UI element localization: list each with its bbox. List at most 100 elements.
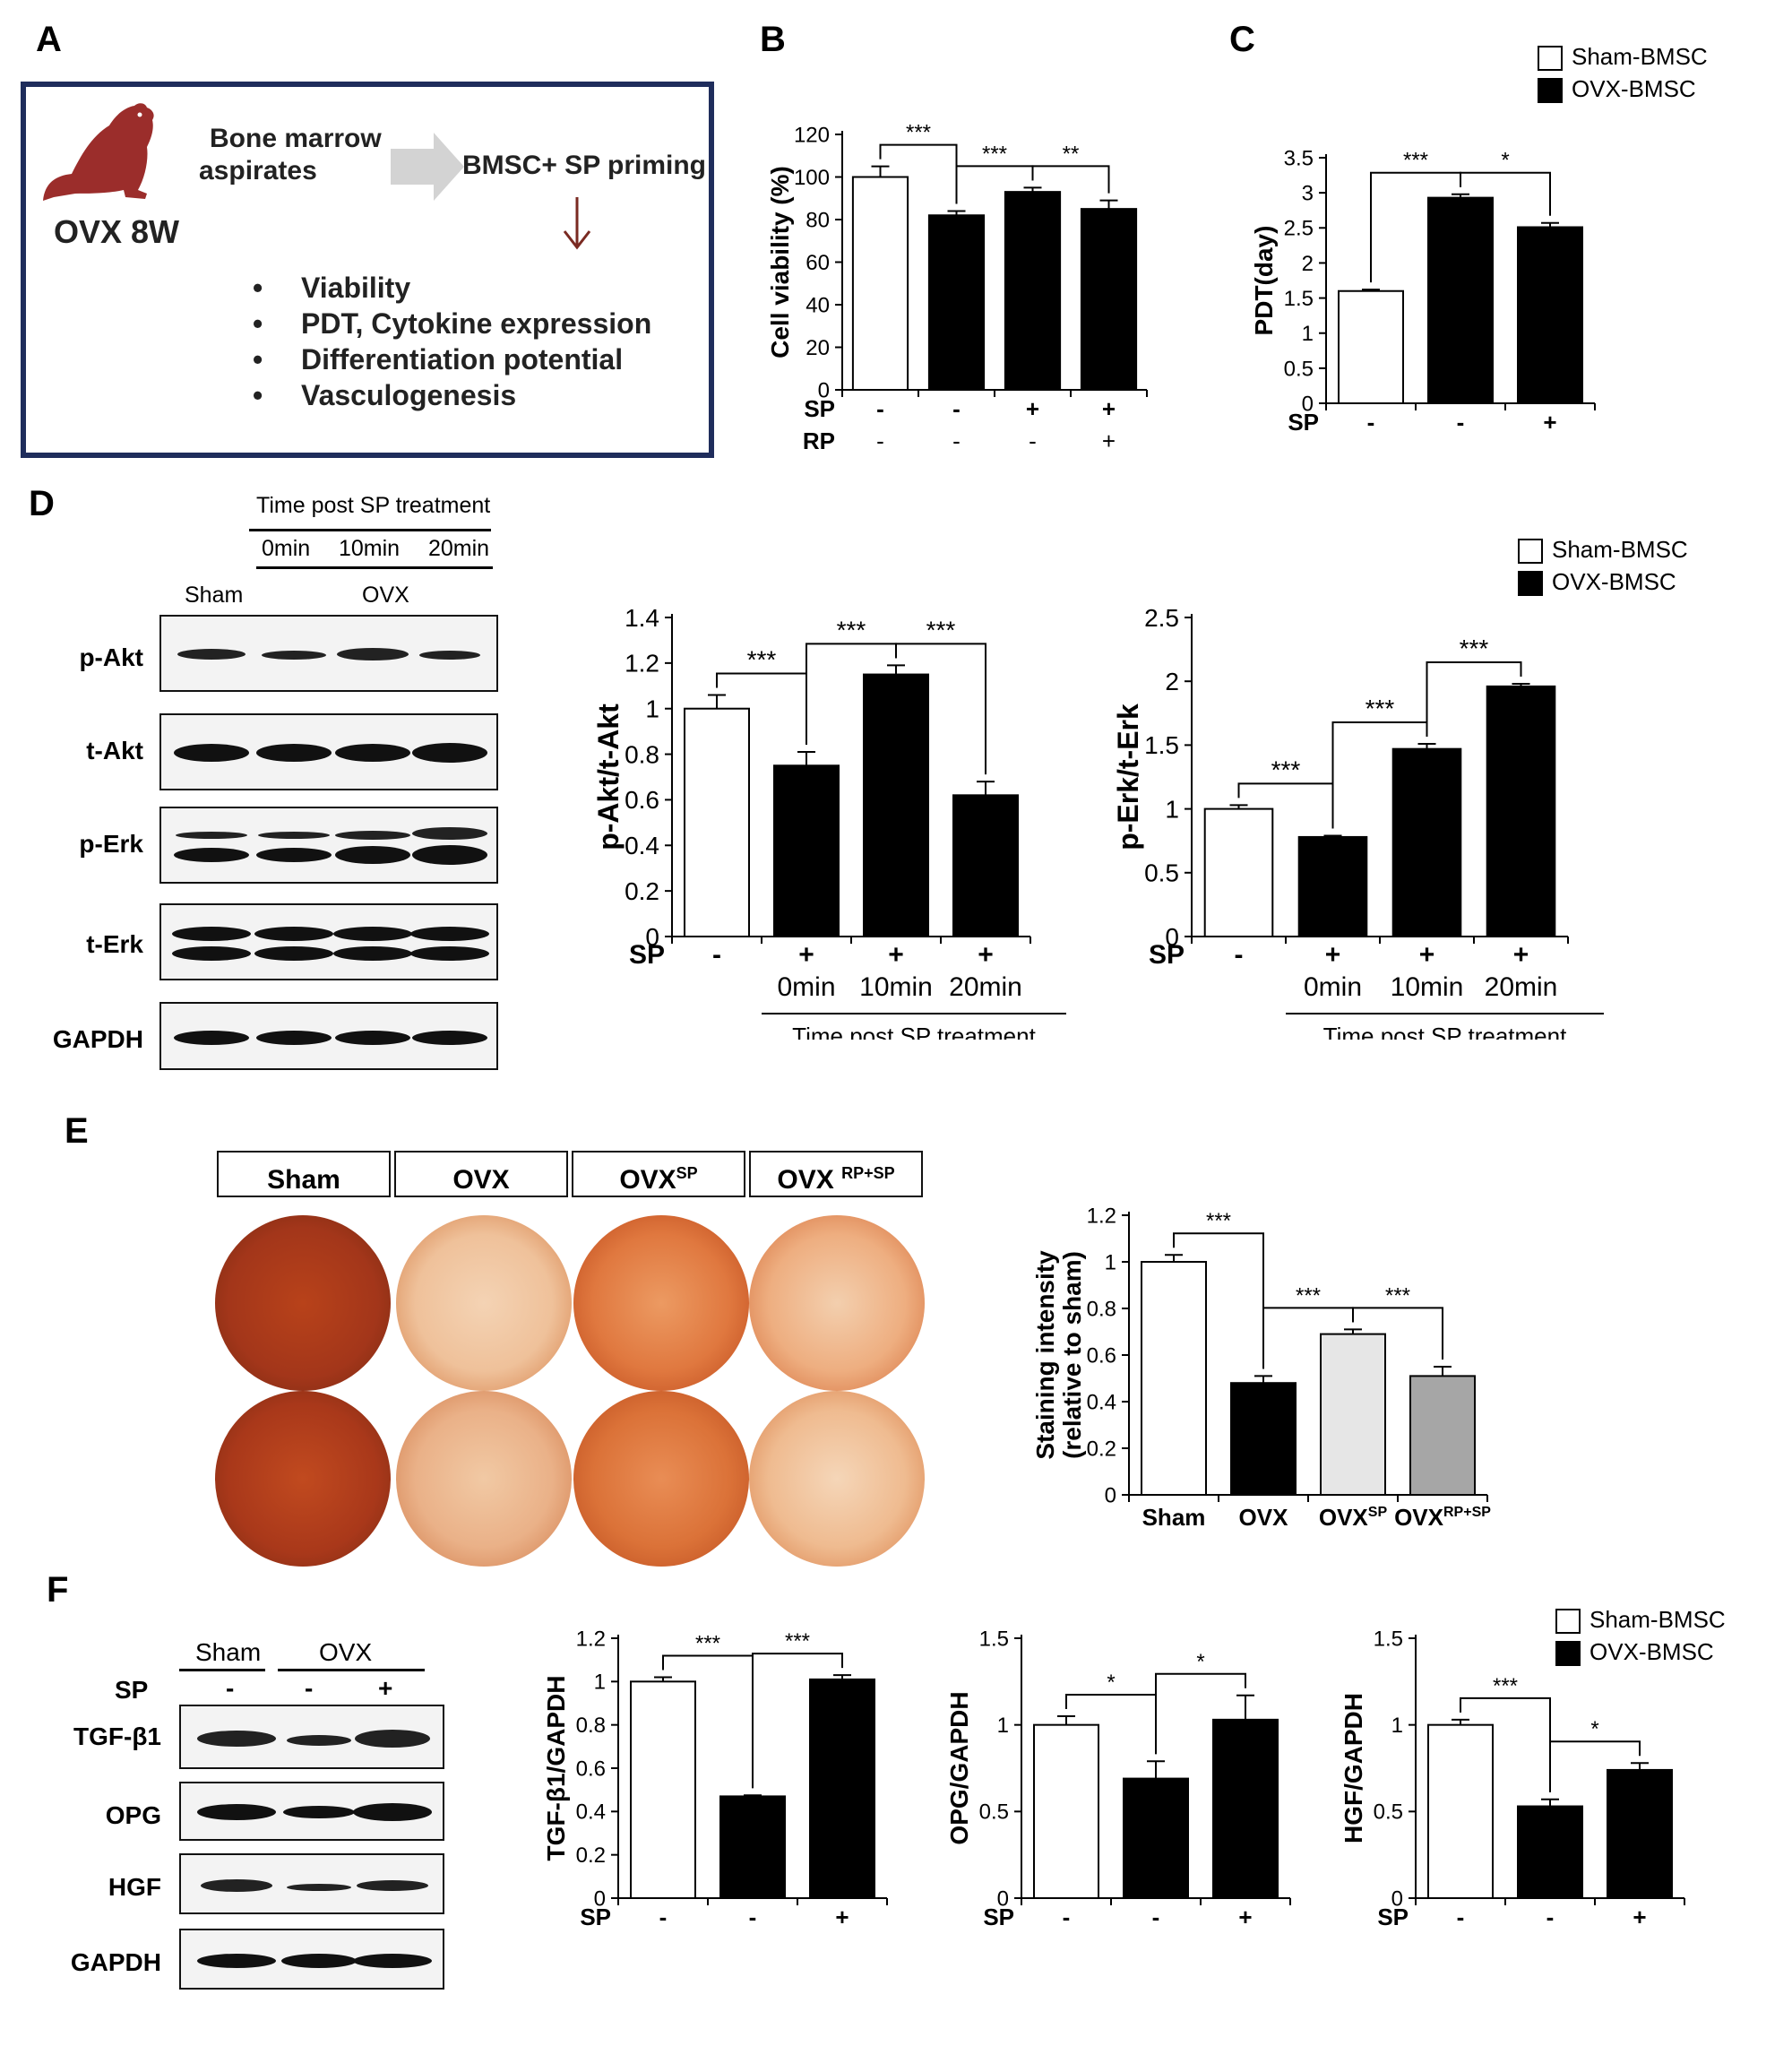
row-value: - xyxy=(749,1904,757,1930)
significance-bracket xyxy=(1549,1740,1641,1792)
y-axis-label: OPG/GAPDH xyxy=(945,1691,973,1844)
blot-time-line xyxy=(249,529,491,531)
y-tick-label: 0 xyxy=(1391,1886,1403,1911)
y-tick-label: 0.6 xyxy=(576,1757,606,1781)
y-tick-label: 1 xyxy=(1302,322,1314,346)
row-value: - xyxy=(952,427,961,454)
chart-d-erk: 0 0.5 1 1.5 2 2.5 p-Erk/t-Erk *** *** *** SP - + + +0m… xyxy=(1112,604,1604,1040)
blot-terk xyxy=(159,903,498,980)
blot-label-perk: p-Erk xyxy=(79,830,143,858)
chart-e: 0 0.2 0.4 0.6 0.8 1 1.2 Staining intensity (rela… xyxy=(1031,1204,1491,1531)
y-tick-label: 0.5 xyxy=(979,1800,1009,1825)
y-tick-label: 0.6 xyxy=(625,786,659,814)
significance-bracket xyxy=(1173,1232,1264,1369)
legend-swatch-ovx xyxy=(1555,1641,1581,1667)
legend-c: Sham-BMSC OVX-BMSC xyxy=(1538,43,1708,108)
legend-ovx-label: OVX-BMSC xyxy=(1590,1638,1714,1665)
y-tick-label: 3 xyxy=(1302,182,1314,206)
blotf-label-opg: OPG xyxy=(105,1801,161,1829)
bar xyxy=(1391,747,1462,937)
y-tick-label: 3.5 xyxy=(1284,146,1314,170)
row-label: SP xyxy=(629,940,665,970)
significance-bracket xyxy=(1426,661,1522,737)
row-value: - xyxy=(1546,1904,1555,1930)
bar xyxy=(1427,1723,1494,1899)
bar xyxy=(1517,1805,1583,1900)
significance-label: *** xyxy=(1493,1674,1518,1698)
bar xyxy=(851,176,909,391)
row-value: + xyxy=(978,940,994,970)
bar xyxy=(1409,1375,1476,1496)
row-value: - xyxy=(952,395,961,422)
y-axis-label: p-Erk/t-Erk xyxy=(1112,704,1144,850)
row-value: - xyxy=(1029,427,1037,454)
row-label: SP xyxy=(1288,409,1319,436)
stain-dish xyxy=(215,1391,391,1567)
y-tick-label: 0 xyxy=(1302,392,1314,416)
stain-header-ovx-sp: OVXSP xyxy=(572,1151,745,1197)
blotf-label-gapdh: GAPDH xyxy=(70,1948,161,1976)
process-arrow-icon xyxy=(391,133,464,201)
legend-swatch-sham xyxy=(1555,1609,1581,1635)
panel-label-b: B xyxy=(760,20,786,59)
stain-dish xyxy=(573,1215,749,1391)
row-value: 20min xyxy=(949,972,1022,1002)
readout-item: • PDT, Cytokine expression xyxy=(253,307,652,340)
y-tick-label: 20 xyxy=(806,336,830,360)
y-tick-label: 1 xyxy=(997,1714,1009,1738)
blotf-sp-label: SP xyxy=(115,1676,149,1704)
y-tick-label: 2 xyxy=(1302,252,1314,276)
panel-label-e: E xyxy=(65,1111,89,1151)
panel-label-f: F xyxy=(47,1570,69,1610)
y-tick-label: 2 xyxy=(1165,668,1179,695)
y-tick-label: 2.5 xyxy=(1284,217,1314,241)
legend-ovx-label: OVX-BMSC xyxy=(1572,75,1696,102)
stain-dish xyxy=(215,1215,391,1391)
y-tick-label: 1 xyxy=(1105,1250,1116,1274)
treatment-label: BMSC+ SP priming xyxy=(462,151,706,180)
blotf-gapdh xyxy=(179,1929,444,1990)
significance-bracket xyxy=(1352,1307,1443,1360)
y-tick-label: 0.4 xyxy=(1087,1390,1116,1414)
bar xyxy=(927,214,986,391)
y-tick-label: 0.6 xyxy=(1087,1343,1116,1368)
blotf-label-hgf: HGF xyxy=(108,1873,161,1901)
significance-bracket xyxy=(752,1653,843,1789)
significance-label: * xyxy=(1107,1671,1115,1695)
bar xyxy=(1297,835,1368,938)
y-tick-label: 2.5 xyxy=(1144,604,1179,632)
source-line2: aspirates xyxy=(199,156,317,186)
x-tick-label: OVX xyxy=(1239,1504,1289,1531)
bar xyxy=(809,1678,875,1899)
blot-time-header: Time post SP treatment xyxy=(256,493,491,518)
caption: Time post SP treatment xyxy=(792,1023,1036,1040)
significance-label: *** xyxy=(982,142,1007,166)
blot-takt xyxy=(159,713,498,790)
row-value: + xyxy=(1102,427,1116,454)
significance-label: *** xyxy=(1296,1283,1321,1308)
y-tick-label: 0.5 xyxy=(1284,357,1314,381)
blot-label-terk: t-Erk xyxy=(86,930,143,958)
row-label: RP xyxy=(803,427,835,454)
y-tick-label: 0 xyxy=(1105,1483,1116,1507)
significance-bracket xyxy=(1031,165,1110,194)
y-tick-label: 1.4 xyxy=(625,604,659,632)
significance-label: *** xyxy=(747,645,777,673)
y-axis-label: HGF/GAPDH xyxy=(1340,1693,1367,1843)
row-value: 10min xyxy=(1391,972,1464,1002)
bar xyxy=(1203,807,1274,937)
bar xyxy=(1230,1382,1297,1496)
blot-group-ovx: OVX xyxy=(362,583,409,608)
row-value: - xyxy=(876,427,884,454)
chart-d-akt: 0 0.2 0.4 0.6 0.8 1 1.2 1.4 p-Akt/t-Akt *** *** ***… xyxy=(592,604,1066,1040)
stain-dish xyxy=(573,1391,749,1567)
y-tick-label: 1 xyxy=(1391,1714,1403,1738)
panel-label-a: A xyxy=(36,20,62,59)
bar xyxy=(1338,289,1404,404)
readout-item: • Vasculogenesis xyxy=(253,379,517,411)
stain-header-ovx: OVX xyxy=(394,1151,568,1197)
bar xyxy=(773,764,840,937)
